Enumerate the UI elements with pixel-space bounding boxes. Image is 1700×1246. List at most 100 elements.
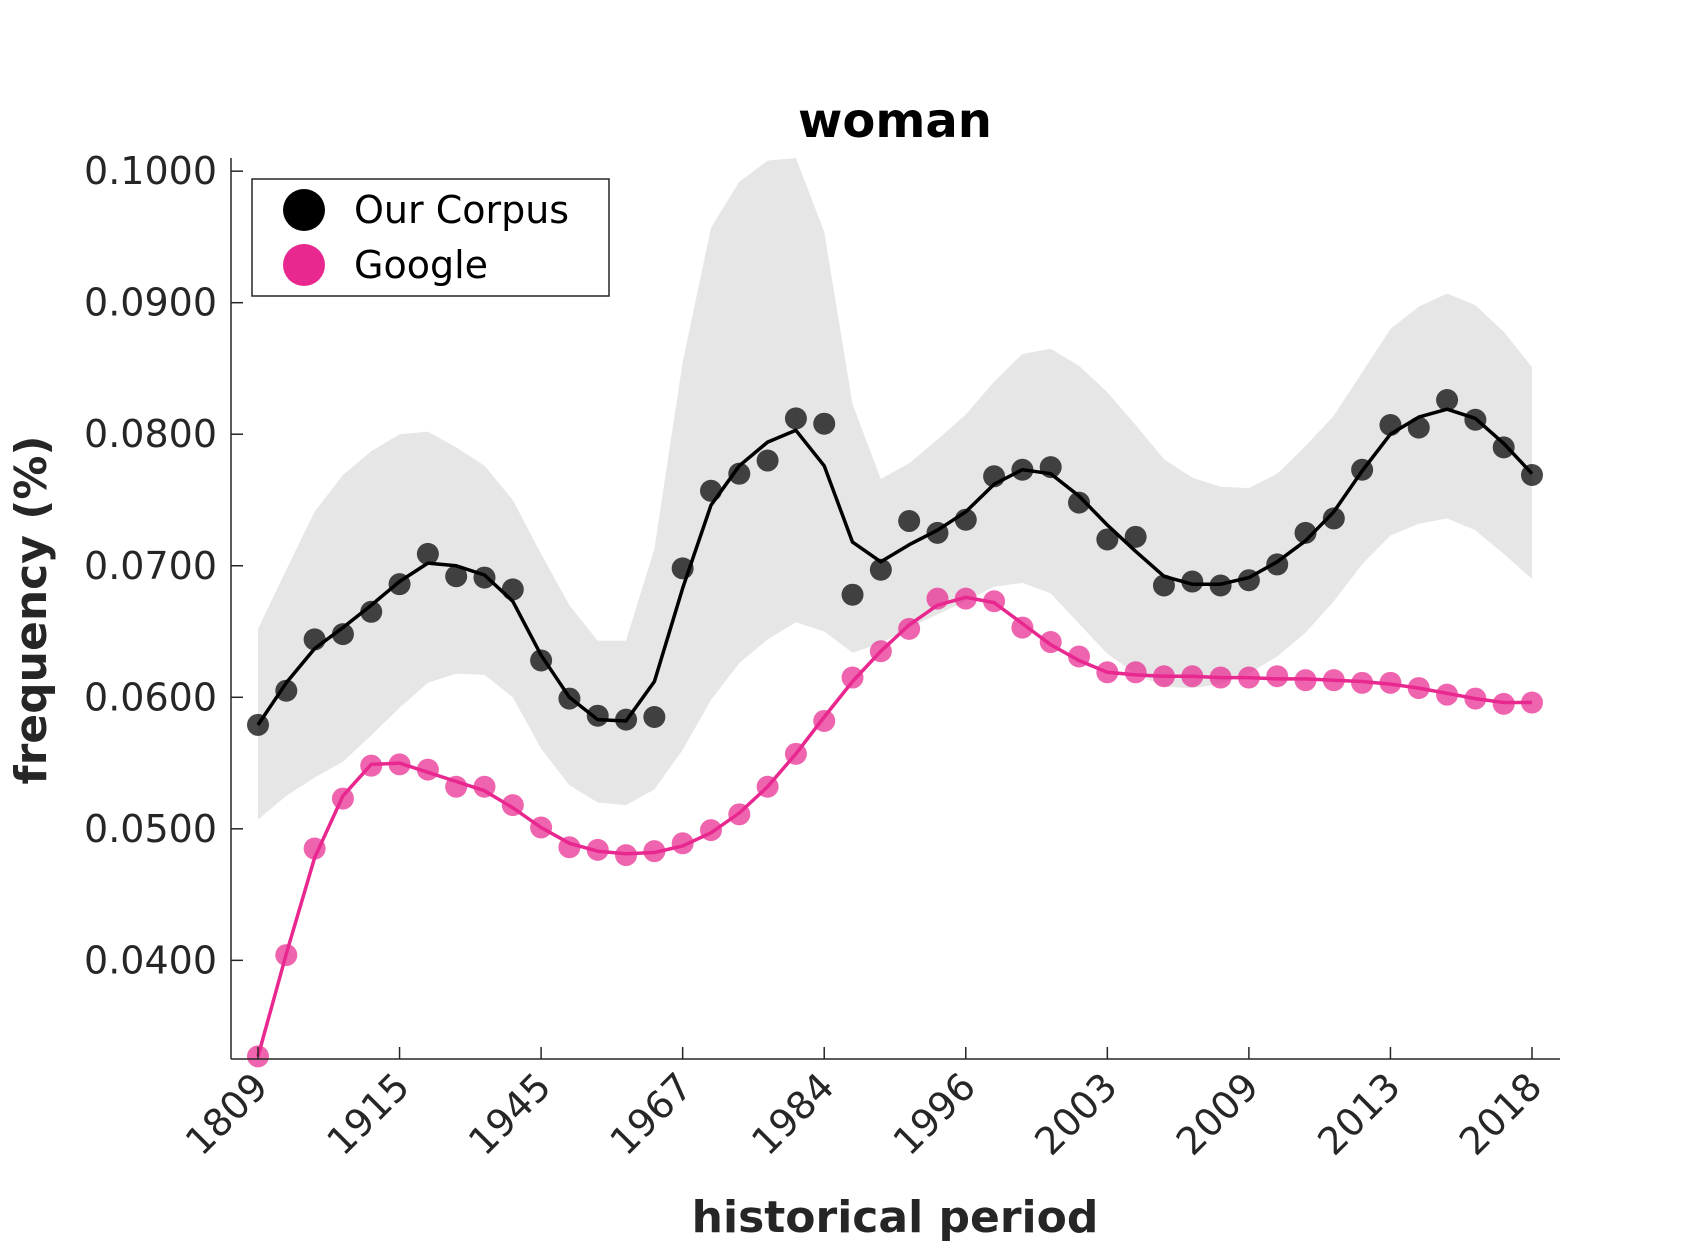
google-data-point: [1152, 665, 1175, 688]
x-tick-label: 2009: [1168, 1064, 1268, 1164]
corpus-data-point: [983, 465, 1006, 488]
corpus-data-point: [1322, 507, 1345, 530]
y-tick-label: 0.0600: [84, 675, 217, 719]
google-data-point: [1379, 671, 1402, 694]
google-data-point: [1068, 645, 1091, 668]
google-data-point: [1181, 665, 1204, 688]
google-data-point: [1209, 666, 1232, 689]
legend: Our Corpus Google: [251, 178, 610, 297]
axes: [230, 158, 1560, 1060]
google-data-point: [1464, 687, 1487, 710]
x-tick-label: 1915: [318, 1064, 418, 1164]
google-data-point: [1351, 671, 1374, 694]
series-line-layer: [256, 407, 1534, 1057]
google-data-point: [331, 787, 354, 810]
google-data-point: [615, 844, 638, 867]
google-data-point: [388, 753, 411, 776]
corpus-data-point: [1039, 456, 1062, 479]
y-tick-label: 0.0400: [84, 938, 217, 982]
corpus-data-point: [1152, 574, 1175, 597]
google-data-point: [586, 838, 609, 861]
google-smoothed-line: [256, 595, 1532, 1057]
corpus-smoothed-line: [256, 407, 1534, 726]
google-data-point: [473, 775, 496, 798]
legend-marker-google: [283, 244, 325, 286]
y-axis-label: frequency (%): [6, 435, 57, 784]
google-data-point: [728, 803, 751, 826]
corpus-data-point: [1407, 416, 1430, 439]
google-data-point: [360, 754, 383, 777]
google-data-point: [445, 775, 468, 798]
x-tick-label: 1996: [885, 1064, 985, 1164]
corpus-data-point: [586, 704, 609, 727]
google-data-point: [671, 832, 694, 855]
confidence-band-layer: [258, 158, 1532, 820]
corpus-data-point: [558, 687, 581, 710]
google-data-point: [1407, 677, 1430, 700]
google-data-point: [1521, 691, 1543, 714]
x-tick-label: 1945: [460, 1064, 560, 1164]
corpus-data-point: [1209, 574, 1232, 597]
corpus-confidence-band: [258, 158, 1532, 820]
google-data-point: [1039, 631, 1062, 654]
google-data-point: [869, 640, 892, 663]
google-data-point: [898, 617, 921, 640]
corpus-data-point: [1266, 553, 1289, 576]
google-data-point: [983, 590, 1006, 613]
legend-marker-our-corpus: [283, 189, 325, 231]
google-data-point: [558, 836, 581, 859]
x-tick-label: 1809: [177, 1064, 277, 1164]
corpus-data-point: [1464, 408, 1487, 431]
corpus-data-point: [247, 713, 269, 736]
corpus-data-point: [1181, 570, 1204, 593]
corpus-data-point: [1521, 463, 1543, 486]
corpus-data-point: [1294, 521, 1317, 544]
y-tick-label: 0.0900: [84, 281, 217, 325]
google-data-point: [1266, 665, 1289, 688]
y-tick-label: 0.1000: [84, 149, 217, 193]
google-data-point: [1294, 669, 1317, 692]
corpus-data-point: [1068, 491, 1091, 514]
google-data-point: [275, 944, 298, 967]
corpus-data-point: [501, 578, 524, 601]
corpus-data-point: [360, 600, 383, 623]
x-tick-label: 2018: [1451, 1064, 1551, 1164]
corpus-data-point: [756, 449, 779, 472]
google-data-point: [416, 758, 439, 781]
y-tick-label: 0.0800: [84, 412, 217, 456]
google-data-point: [699, 819, 722, 842]
corpus-data-point: [841, 583, 864, 606]
google-data-point: [1124, 661, 1147, 684]
corpus-data-point: [643, 706, 666, 729]
corpus-data-point: [784, 407, 807, 430]
google-data-point: [954, 587, 977, 610]
corpus-data-point: [954, 508, 977, 531]
y-tick-label: 0.0700: [84, 544, 217, 588]
corpus-data-point: [671, 557, 694, 580]
corpus-data-point: [728, 462, 751, 485]
corpus-data-point: [530, 649, 553, 672]
legend-label-our-corpus: Our Corpus: [354, 188, 569, 232]
x-tick-label: 1967: [602, 1064, 702, 1164]
corpus-data-point: [445, 565, 468, 588]
google-data-point: [1011, 616, 1034, 639]
google-data-point: [530, 816, 553, 839]
google-data-point: [926, 587, 949, 610]
corpus-data-point: [473, 566, 496, 589]
google-data-point: [1322, 669, 1345, 692]
legend-label-google: Google: [354, 243, 488, 287]
corpus-data-point: [1379, 414, 1402, 437]
corpus-data-point: [1492, 436, 1515, 459]
google-data-point: [1096, 661, 1119, 684]
corpus-data-point: [1096, 528, 1119, 551]
corpus-data-point: [615, 708, 638, 731]
google-data-point: [303, 837, 326, 860]
corpus-data-point: [1124, 525, 1147, 548]
x-tick-label: 2013: [1309, 1064, 1409, 1164]
corpus-data-point: [303, 628, 326, 651]
corpus-data-point: [699, 479, 722, 502]
corpus-data-point: [1351, 458, 1374, 481]
google-data-point: [501, 794, 524, 817]
google-data-point: [841, 666, 864, 689]
